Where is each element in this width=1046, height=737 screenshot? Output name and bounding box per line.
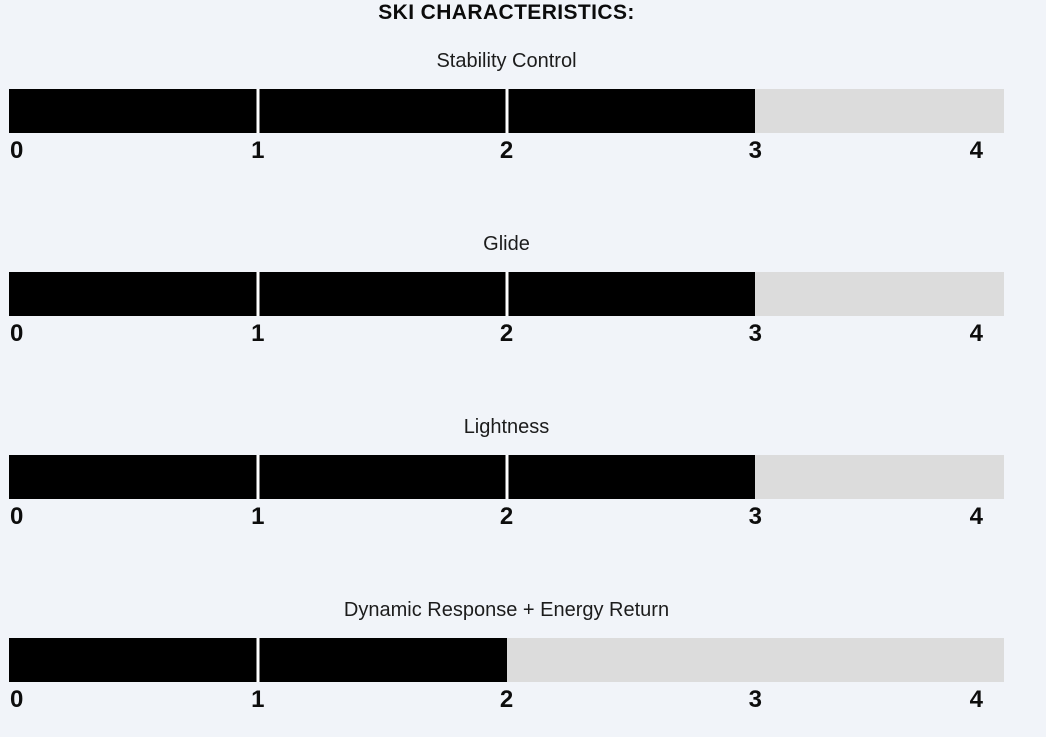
gauge-tick-row: 0 1 2 3 4 [9, 320, 1004, 347]
tick-label-3: 3 [748, 503, 762, 530]
tick-label-0: 0 [10, 137, 24, 164]
gauge-segment-separator [505, 455, 508, 499]
gauge-glide: Glide 0 1 2 3 4 [9, 231, 1004, 347]
gauge-segment-separator [256, 89, 260, 133]
gauge-segment-separator [505, 272, 508, 316]
tick-label-2: 2 [499, 686, 514, 713]
gauge-label: Lightness [463, 416, 550, 438]
gauge-bar [9, 455, 1004, 499]
gauge-lightness: Lightness 0 1 2 3 4 [9, 414, 1004, 530]
gauge-tick-row: 0 1 2 3 4 [9, 503, 1004, 530]
tick-label-3: 3 [748, 686, 762, 713]
ski-characteristics-section: SKI CHARACTERISTICS: Stability Control 0 1… [9, 0, 1004, 713]
gauge-bar [9, 638, 1004, 682]
gauge-fill [9, 89, 756, 133]
gauge-stability-control: Stability Control 0 1 2 3 4 [9, 48, 1004, 164]
gauge-list: Stability Control 0 1 2 3 4 Glide 0 1 2 3 4 Lightnes… [9, 48, 1004, 713]
gauge-segment-separator [256, 272, 260, 316]
tick-label-4: 4 [969, 137, 983, 164]
gauge-bar [9, 272, 1004, 316]
gauge-fill [9, 272, 756, 316]
gauge-label: Glide [483, 233, 530, 255]
gauge-segment-separator [256, 455, 260, 499]
tick-label-2: 2 [499, 320, 514, 347]
gauge-segment-separator [505, 89, 508, 133]
gauge-fill [9, 455, 756, 499]
tick-label-3: 3 [748, 320, 762, 347]
tick-label-4: 4 [969, 503, 983, 530]
tick-label-4: 4 [969, 320, 983, 347]
tick-label-2: 2 [499, 503, 514, 530]
gauge-segment-separator [256, 638, 260, 682]
tick-label-0: 0 [10, 503, 24, 530]
gauge-label: Stability Control [436, 50, 577, 72]
tick-label-1: 1 [251, 686, 265, 713]
tick-label-0: 0 [10, 320, 24, 347]
tick-label-3: 3 [748, 137, 762, 164]
gauge-dynamic-response-energy-return: Dynamic Response + Energy Return 0 1 2 3 4 [9, 597, 1004, 713]
tick-label-4: 4 [969, 686, 983, 713]
tick-label-2: 2 [499, 137, 514, 164]
chart-title: SKI CHARACTERISTICS: [378, 1, 635, 24]
tick-label-0: 0 [10, 686, 24, 713]
tick-label-1: 1 [251, 137, 265, 164]
gauge-label: Dynamic Response + Energy Return [343, 599, 670, 621]
tick-label-1: 1 [251, 320, 265, 347]
gauge-bar [9, 89, 1004, 133]
gauge-tick-row: 0 1 2 3 4 [9, 137, 1004, 164]
gauge-tick-row: 0 1 2 3 4 [9, 686, 1004, 713]
tick-label-1: 1 [251, 503, 265, 530]
